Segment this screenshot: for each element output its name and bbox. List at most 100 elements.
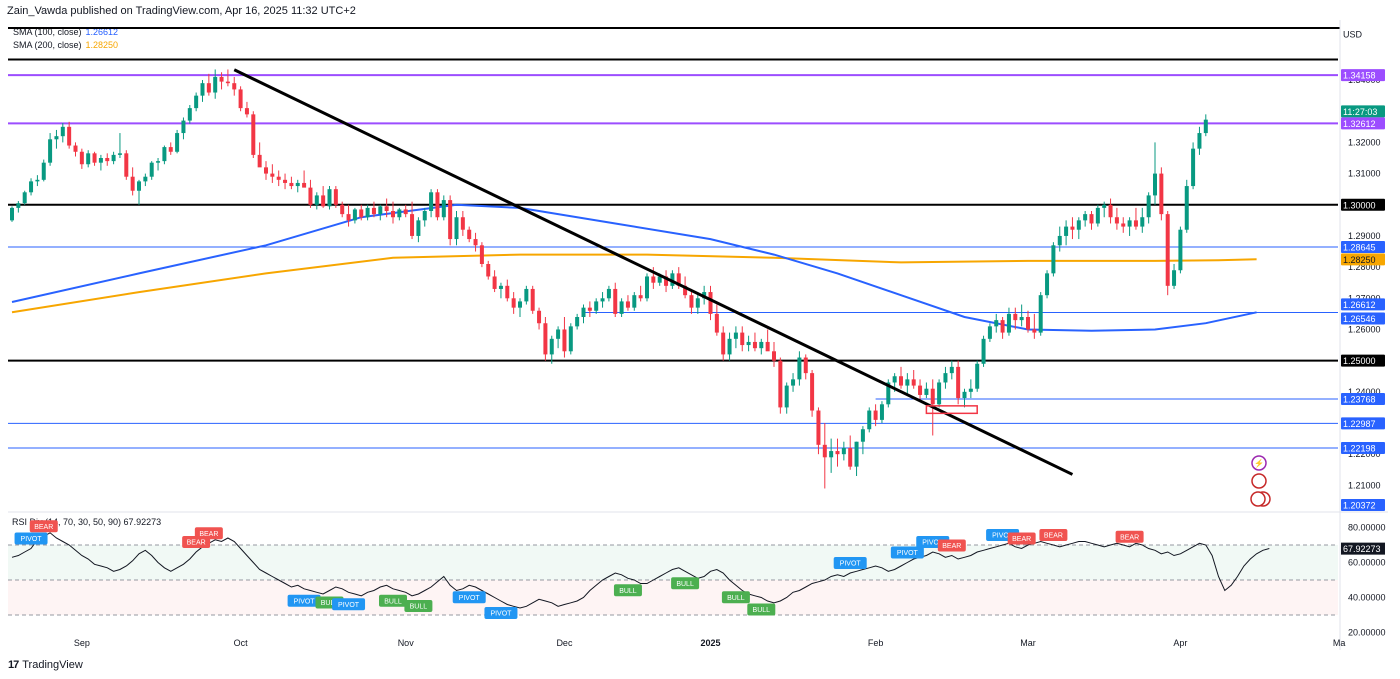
rsi-marker-pivot[interactable] (833, 557, 867, 569)
candle-body[interactable] (168, 147, 173, 152)
candle-body[interactable] (130, 176, 135, 191)
candle-body[interactable] (1159, 173, 1164, 215)
candle-body[interactable] (727, 338, 732, 355)
candle-body[interactable] (1191, 148, 1196, 187)
candle-body[interactable] (486, 264, 491, 277)
candle-body[interactable] (206, 83, 211, 93)
candle-body[interactable] (575, 317, 580, 327)
candle-body[interactable] (124, 153, 129, 177)
candle-body[interactable] (765, 341, 770, 352)
candle-body[interactable] (149, 162, 154, 177)
candle-body[interactable] (479, 245, 484, 265)
candle-body[interactable] (378, 206, 383, 215)
rsi-marker-bear[interactable] (194, 527, 223, 540)
candle-body[interactable] (29, 181, 34, 193)
candle-body[interactable] (200, 83, 205, 96)
candle-body[interactable] (1203, 119, 1208, 134)
candle-body[interactable] (600, 298, 605, 302)
rsi-marker-pivot[interactable] (890, 546, 924, 559)
candle-body[interactable] (797, 357, 802, 380)
candle-body[interactable] (1165, 214, 1170, 286)
candle-body[interactable] (194, 95, 199, 109)
candle-body[interactable] (156, 161, 161, 163)
candle-body[interactable] (1121, 223, 1126, 227)
candle-body[interactable] (162, 147, 167, 162)
candle-body[interactable] (740, 332, 745, 346)
candle-body[interactable] (632, 295, 637, 308)
rsi-marker-pivot[interactable] (452, 591, 486, 604)
candle-body[interactable] (302, 182, 307, 188)
candle-body[interactable] (16, 203, 21, 208)
candle-body[interactable] (492, 276, 497, 289)
candle-body[interactable] (1197, 133, 1202, 149)
candle-body[interactable] (829, 451, 834, 458)
candle-body[interactable] (892, 376, 897, 383)
us-flag-icon[interactable] (1250, 491, 1266, 507)
candle-body[interactable] (695, 298, 700, 308)
candle-body[interactable] (835, 451, 840, 455)
candle-body[interactable] (1064, 226, 1069, 236)
candle-body[interactable] (137, 181, 141, 191)
candle-body[interactable] (257, 154, 262, 168)
candle-body[interactable] (346, 214, 351, 221)
candle-body[interactable] (524, 288, 529, 302)
candle-body[interactable] (1114, 217, 1119, 224)
candle-body[interactable] (416, 220, 421, 236)
candle-body[interactable] (276, 176, 281, 180)
sma100-legend[interactable]: SMA (100, close) 1.26612 (13, 27, 118, 37)
candle-body[interactable] (1083, 214, 1088, 221)
candle-body[interactable] (867, 410, 872, 430)
candle-body[interactable] (943, 373, 948, 383)
rsi-marker-bull[interactable] (747, 603, 776, 616)
candle-body[interactable] (810, 373, 815, 411)
candle-body[interactable] (594, 301, 599, 311)
rsi-marker-bear[interactable] (1039, 529, 1068, 541)
highlight-box[interactable] (925, 405, 978, 415)
candle-body[interactable] (581, 307, 586, 318)
candle-body[interactable] (511, 298, 516, 308)
candle-body[interactable] (562, 329, 567, 352)
candle-body[interactable] (619, 301, 624, 314)
lightning-icon[interactable] (1251, 455, 1267, 471)
rsi-marker-bear[interactable] (937, 539, 966, 552)
candle-body[interactable] (105, 158, 110, 162)
candle-body[interactable] (530, 288, 535, 311)
candle-body[interactable] (327, 189, 332, 207)
candle-body[interactable] (54, 136, 59, 140)
candle-body[interactable] (975, 363, 980, 389)
candle-body[interactable] (371, 207, 376, 215)
candle-body[interactable] (689, 295, 694, 308)
candle-body[interactable] (359, 209, 364, 218)
candle-body[interactable] (1178, 229, 1183, 271)
candle-body[interactable] (638, 295, 643, 299)
candle-body[interactable] (175, 133, 180, 152)
candle-body[interactable] (625, 301, 630, 308)
candle-body[interactable] (606, 288, 611, 299)
candle-body[interactable] (283, 179, 288, 183)
candle-body[interactable] (968, 388, 973, 392)
candle-body[interactable] (67, 126, 72, 146)
candle-body[interactable] (22, 192, 27, 204)
candle-body[interactable] (664, 276, 669, 286)
candle-body[interactable] (841, 447, 846, 455)
candle-body[interactable] (987, 326, 992, 339)
candle-body[interactable] (295, 182, 300, 187)
candle-body[interactable] (670, 273, 675, 286)
sma100-line[interactable] (11, 203, 1257, 332)
candle-body[interactable] (117, 153, 122, 155)
candle-body[interactable] (92, 153, 97, 163)
candle-body[interactable] (454, 217, 459, 240)
candle-body[interactable] (848, 447, 853, 467)
rsi-marker-pivot[interactable] (14, 532, 48, 545)
rsi-marker-pivot[interactable] (332, 598, 366, 611)
candle-body[interactable] (391, 211, 395, 218)
candle-body[interactable] (651, 276, 656, 283)
candle-body[interactable] (460, 217, 465, 230)
candle-body[interactable] (1006, 313, 1011, 333)
candle-body[interactable] (232, 83, 237, 90)
candle-body[interactable] (918, 385, 923, 395)
candle-body[interactable] (899, 376, 903, 386)
candle-body[interactable] (1051, 245, 1056, 274)
candle-body[interactable] (708, 292, 713, 314)
candle-body[interactable] (473, 239, 478, 246)
